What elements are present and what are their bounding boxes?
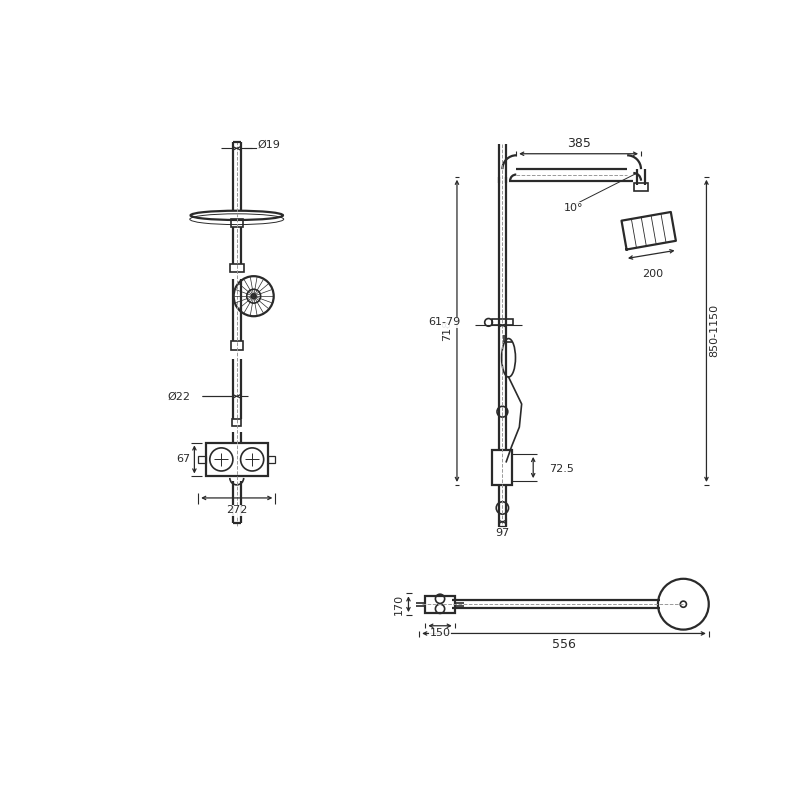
Text: 67: 67 (176, 454, 190, 465)
Text: 850-1150: 850-1150 (709, 304, 719, 358)
Bar (206, 442, 267, 476)
Bar (230, 341, 243, 350)
Text: Ø19: Ø19 (258, 140, 281, 150)
Bar (492, 319, 513, 326)
Bar (492, 450, 513, 485)
Text: Ø22: Ø22 (167, 391, 190, 402)
Bar (230, 219, 243, 227)
Bar (198, 456, 206, 462)
Text: 61-79: 61-79 (428, 318, 460, 327)
Text: 10°: 10° (564, 202, 583, 213)
Bar (230, 264, 244, 271)
Text: 72.5: 72.5 (549, 465, 574, 474)
Bar (426, 596, 454, 613)
Text: 150: 150 (430, 629, 450, 638)
Bar (634, 183, 648, 190)
Text: 200: 200 (642, 269, 663, 279)
Bar (267, 456, 275, 462)
Text: 272: 272 (226, 506, 247, 515)
Bar (232, 419, 242, 426)
Text: 170: 170 (394, 594, 403, 614)
Text: 718: 718 (442, 320, 452, 342)
Text: 385: 385 (566, 138, 590, 150)
Text: 97: 97 (495, 527, 510, 538)
Text: 556: 556 (552, 638, 576, 650)
